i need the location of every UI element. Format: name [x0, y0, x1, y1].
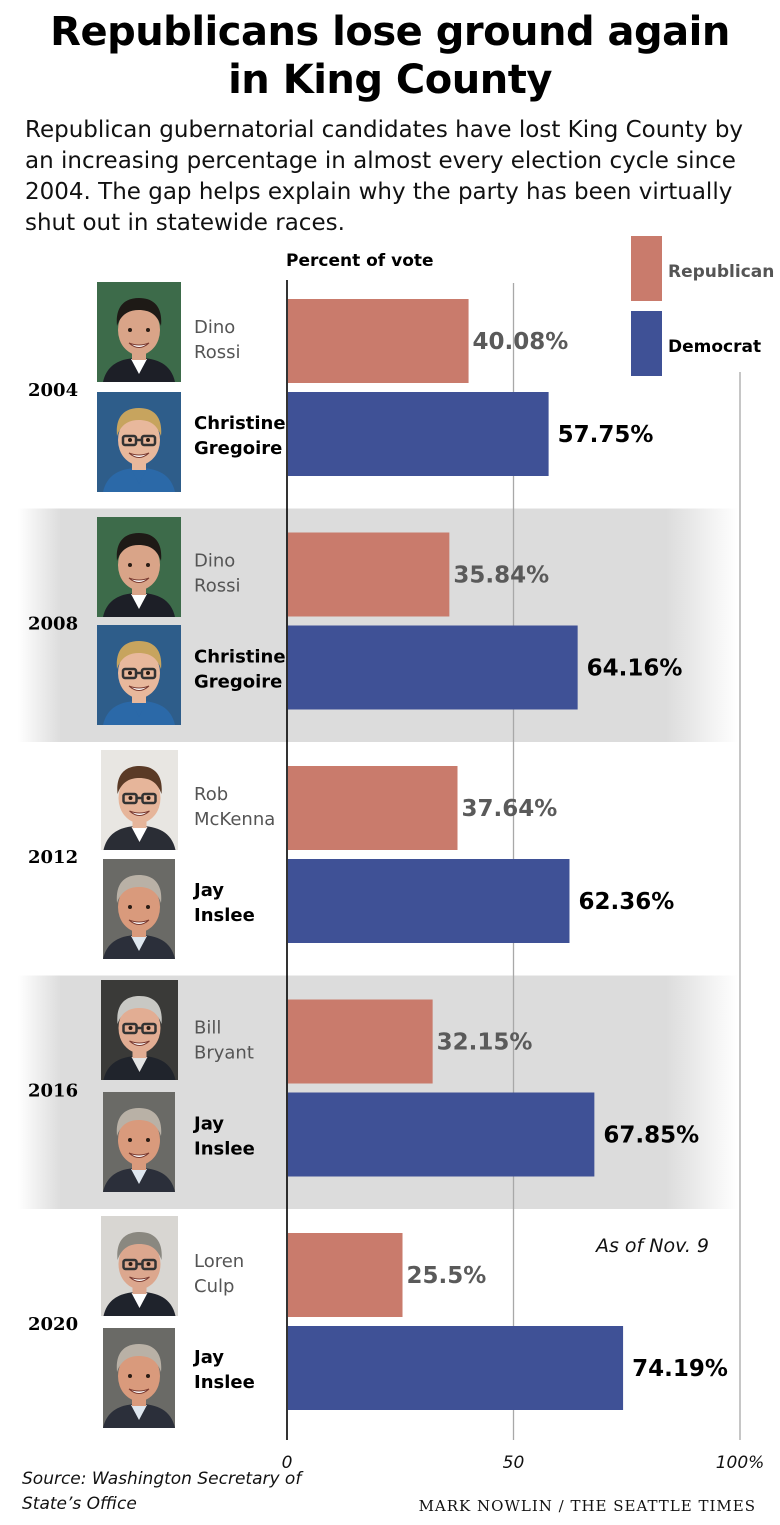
bar-republican-2008: [288, 532, 450, 617]
candidate-last-democrat-2012: Inslee: [194, 905, 255, 926]
photo-republican-2016: [101, 980, 178, 1080]
value-label-democrat-2008: 64.16%: [587, 656, 683, 682]
value-label-republican-2016: 32.15%: [437, 1030, 533, 1056]
candidate-last-republican-2012: McKenna: [194, 809, 275, 830]
photo-democrat-2008: [97, 625, 181, 725]
year-label-2004: 2004: [28, 380, 78, 401]
bar-republican-2004: [288, 299, 469, 383]
candidate-first-republican-2008: Dino: [194, 551, 235, 572]
axis-heading: Percent of vote: [286, 251, 434, 271]
source-note: Source: Washington Secretary of State’s …: [22, 1469, 302, 1514]
bar-republican-2020: [288, 1233, 403, 1317]
candidate-last-republican-2020: Culp: [194, 1276, 234, 1297]
value-label-republican-2008: 35.84%: [453, 563, 549, 589]
candidate-first-republican-2016: Bill: [194, 1018, 221, 1039]
candidate-last-republican-2008: Rossi: [194, 576, 240, 597]
bar-democrat-2008: [288, 625, 578, 710]
value-label-democrat-2016: 67.85%: [603, 1123, 699, 1149]
tick-label-50: 50: [503, 1453, 525, 1473]
legend-democrat-swatch: [631, 311, 662, 376]
bar-democrat-2012: [288, 859, 570, 943]
bar-republican-2012: [288, 766, 458, 850]
year-label-2016: 2016: [28, 1081, 78, 1102]
photo-republican-2012: [101, 750, 178, 850]
candidate-first-democrat-2020: Jay: [192, 1347, 224, 1368]
candidate-first-democrat-2012: Jay: [192, 880, 224, 901]
candidate-first-republican-2004: Dino: [194, 317, 235, 338]
chart-subtitle: Republican gubernatorial candidates have…: [25, 117, 744, 236]
photo-republican-2004: [97, 282, 181, 382]
photo-democrat-2004: [97, 392, 181, 492]
legend-republican-label: Republican: [668, 262, 774, 282]
value-label-republican-2004: 40.08%: [473, 329, 569, 355]
legend-democrat-label: Democrat: [668, 337, 761, 357]
title-line-1: Republicans lose ground again: [50, 9, 730, 55]
as-of-note: As of Nov. 9: [594, 1235, 709, 1257]
bar-republican-2016: [288, 999, 433, 1084]
value-label-republican-2012: 37.64%: [462, 796, 558, 822]
candidate-last-democrat-2008: Gregoire: [194, 672, 282, 693]
year-label-2012: 2012: [28, 847, 78, 868]
bar-democrat-2020: [288, 1326, 624, 1410]
title-line-2: in King County: [228, 57, 552, 103]
value-label-republican-2020: 25.5%: [407, 1263, 487, 1289]
value-label-democrat-2004: 57.75%: [558, 422, 654, 448]
candidate-first-democrat-2004: Christine: [194, 413, 286, 434]
candidate-first-democrat-2016: Jay: [192, 1114, 224, 1135]
photo-democrat-2020: [103, 1328, 175, 1428]
candidate-last-democrat-2004: Gregoire: [194, 438, 282, 459]
candidate-last-republican-2004: Rossi: [194, 342, 240, 363]
photo-democrat-2016: [103, 1092, 175, 1192]
value-label-democrat-2012: 62.36%: [578, 889, 674, 915]
candidate-last-democrat-2020: Inslee: [194, 1372, 255, 1393]
legend-republican-swatch: [631, 236, 662, 301]
bar-democrat-2004: [288, 392, 549, 476]
photo-republican-2008: [97, 517, 181, 617]
photo-democrat-2012: [103, 859, 175, 959]
candidate-last-republican-2016: Bryant: [194, 1043, 254, 1064]
photo-republican-2020: [101, 1216, 178, 1316]
credit-line: MARK NOWLIN / THE SEATTLE TIMES: [418, 1497, 756, 1515]
bar-democrat-2016: [288, 1092, 595, 1177]
year-label-2020: 2020: [28, 1314, 78, 1335]
candidate-first-republican-2020: Loren: [194, 1251, 244, 1272]
candidate-first-republican-2012: Rob: [194, 784, 228, 805]
tick-label-100: 100%: [716, 1453, 765, 1473]
chart-title: Republicans lose ground again in King Co…: [0, 8, 780, 104]
candidate-first-democrat-2008: Christine: [194, 647, 286, 668]
tick-label-0: 0: [282, 1453, 293, 1473]
value-label-democrat-2020: 74.19%: [632, 1356, 728, 1382]
candidate-last-democrat-2016: Inslee: [194, 1139, 255, 1160]
year-label-2008: 2008: [28, 614, 78, 635]
